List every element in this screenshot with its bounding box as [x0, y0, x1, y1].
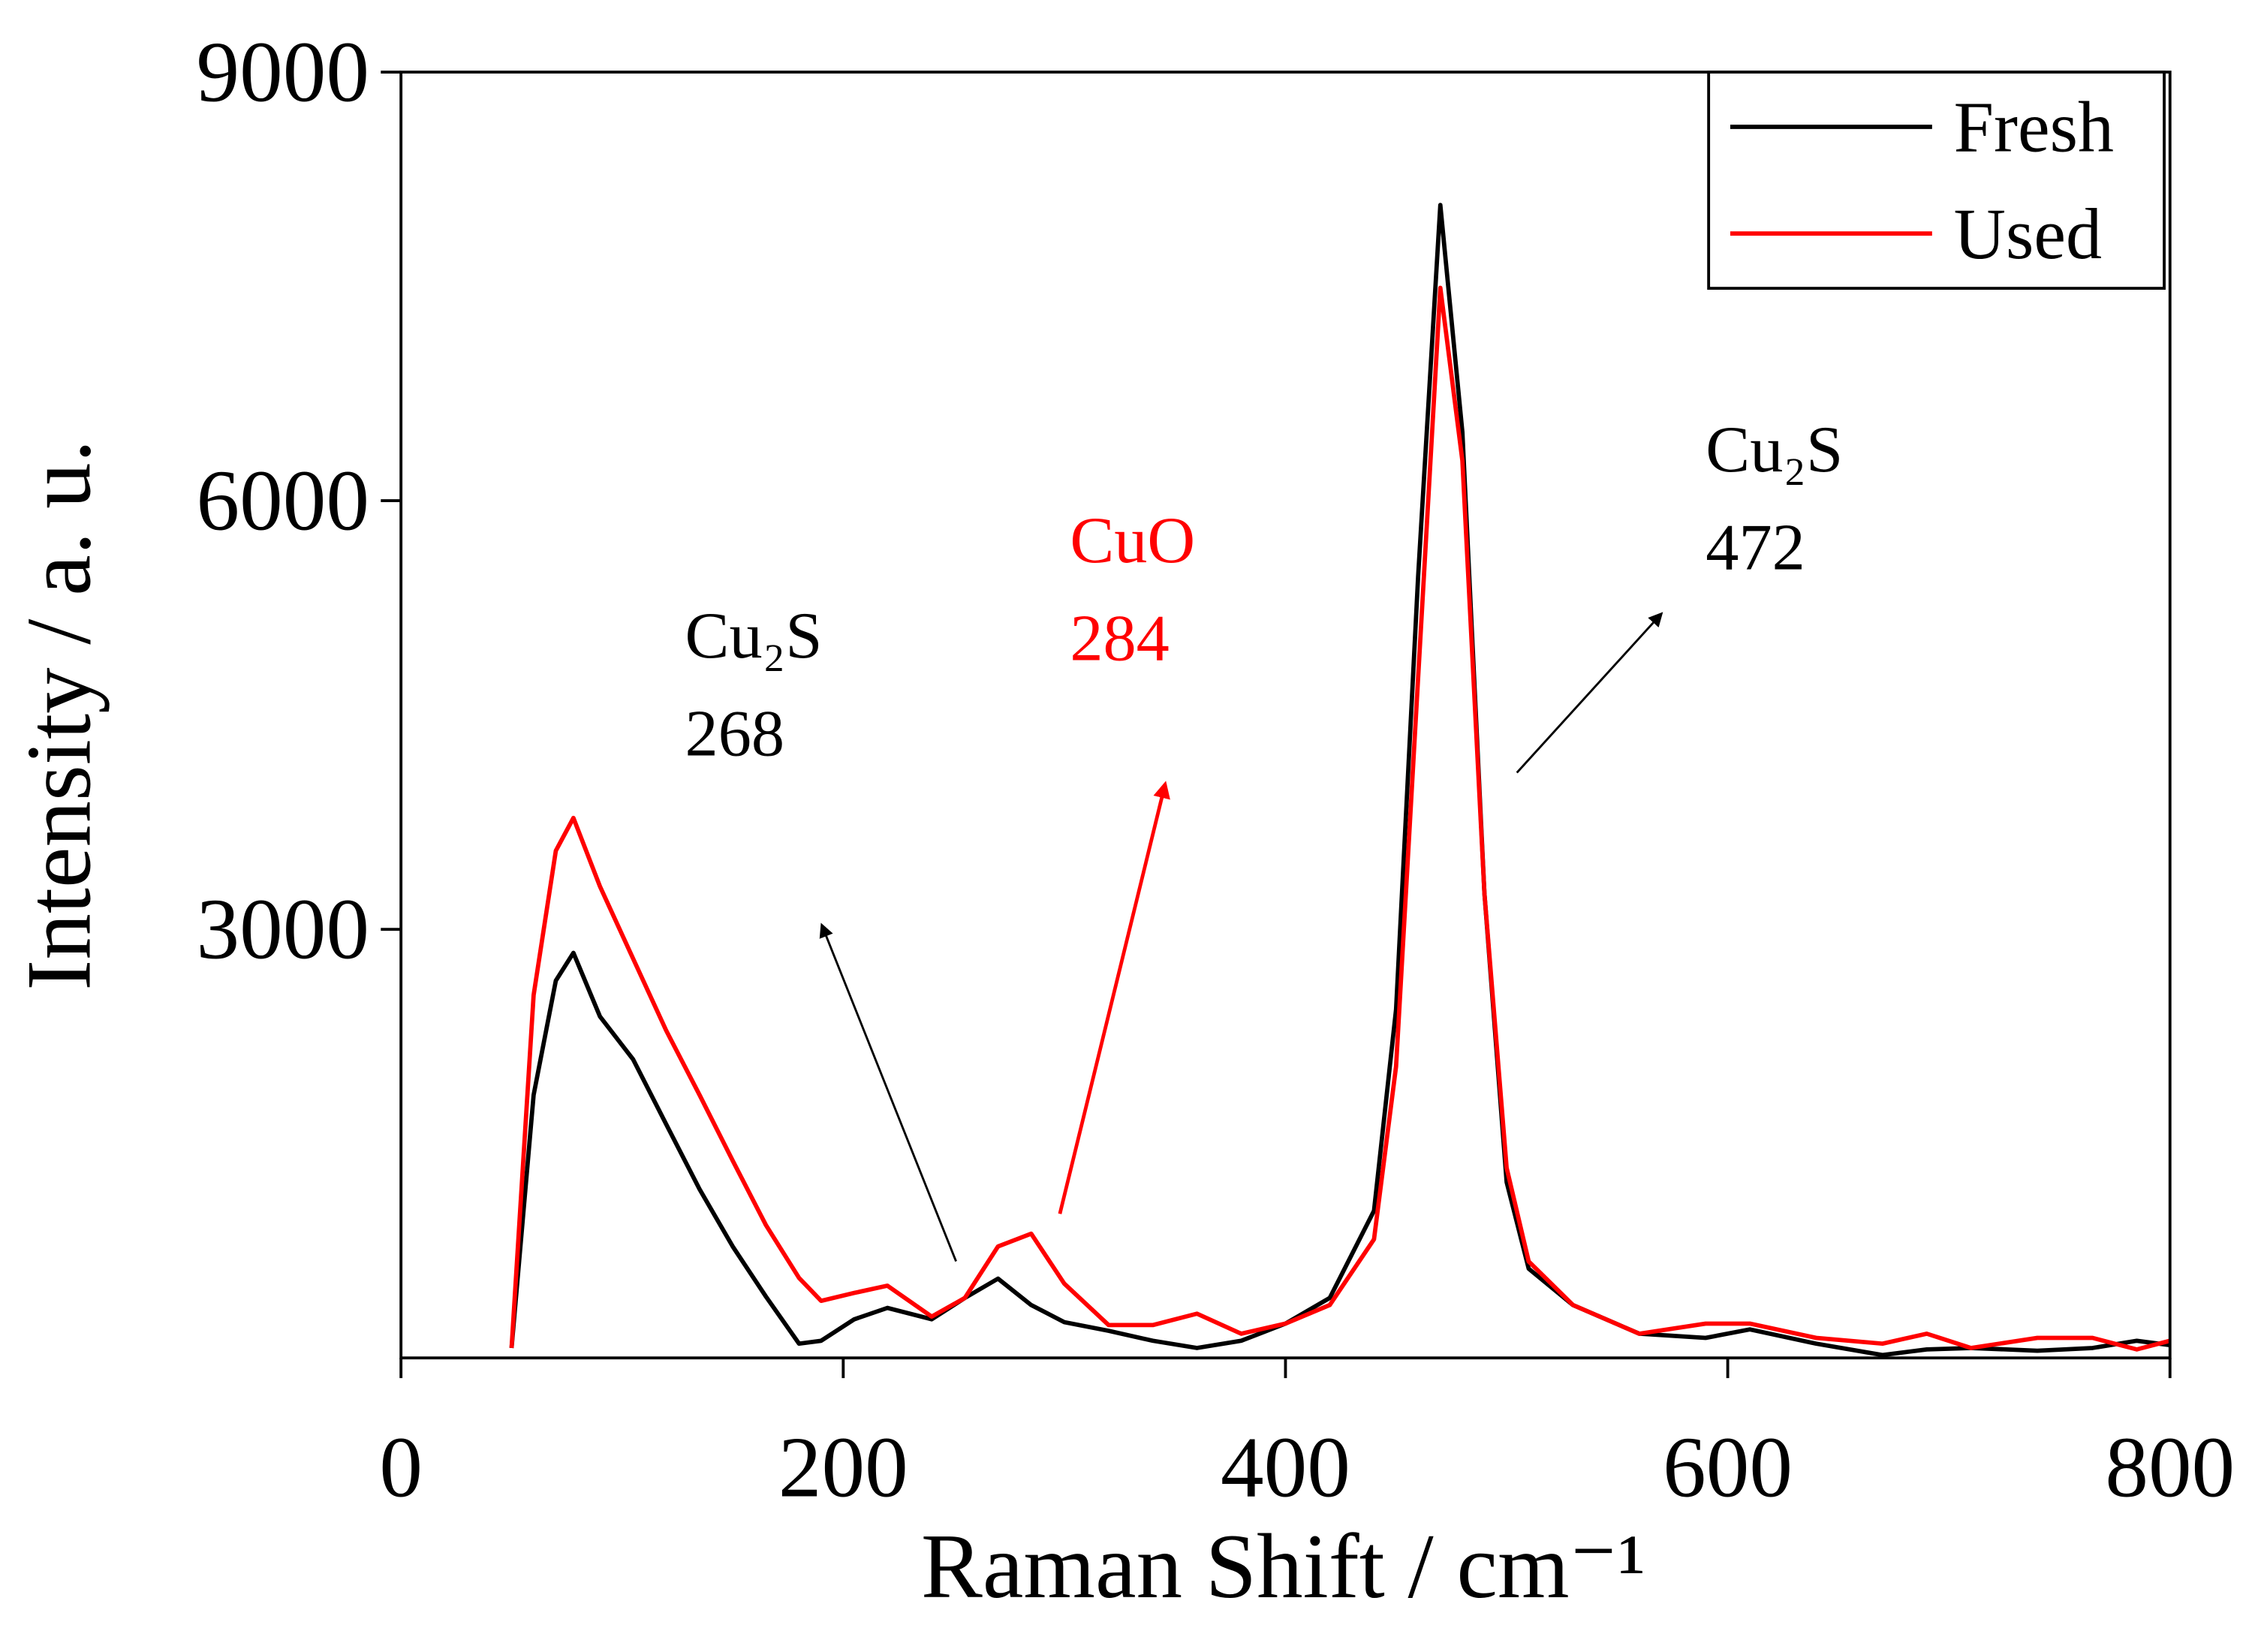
annotation-label: Cu₂S: [685, 599, 823, 673]
x-tick-label: 200: [778, 1419, 908, 1515]
x-tick-label: 800: [2105, 1419, 2235, 1515]
y-tick-label: 6000: [196, 452, 369, 548]
x-tick-label: 600: [1663, 1419, 1793, 1515]
arrow: [1058, 781, 1170, 1214]
x-tick-label: 400: [1221, 1419, 1350, 1515]
y-tick-label: 3000: [196, 881, 369, 977]
x-tick-label: 0: [379, 1419, 423, 1515]
line-series: [509, 285, 2171, 1352]
annotation-label: Cu₂S: [1706, 413, 1843, 486]
line-series: [509, 203, 2171, 1358]
annotation-peak: 472: [1706, 511, 1805, 585]
legend-label: Fresh: [1954, 87, 2114, 167]
annotation-peak: 284: [1070, 602, 1170, 676]
annotation-label: CuO: [1070, 504, 1195, 577]
legend: [1707, 71, 2166, 290]
y-tick-label: 9000: [196, 23, 369, 119]
annotation-peak: 268: [685, 697, 785, 770]
y-axis-title: Intensity / a. u.: [7, 440, 110, 991]
arrow: [819, 922, 957, 1262]
legend-label: Used: [1954, 194, 2102, 274]
arrow: [1516, 612, 1663, 774]
x-axis-title: Raman Shift / cm⁻¹: [921, 1515, 1645, 1617]
